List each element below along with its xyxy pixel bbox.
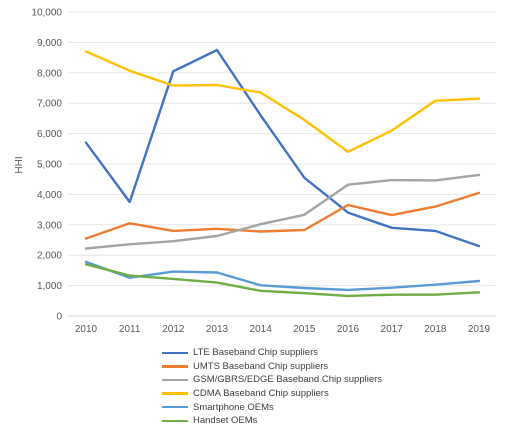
- y-tick-label: 10,000: [31, 8, 62, 19]
- legend-swatch: [162, 351, 188, 355]
- series-line: [84, 260, 481, 292]
- series-line: [84, 50, 481, 154]
- x-tick-label: 2012: [162, 324, 185, 335]
- legend-item: CDMA Baseband Chip suppliers: [162, 387, 382, 401]
- legend-swatch: [162, 405, 188, 409]
- y-axis-tick-labels: 0 1,000 2,000 3,000 4,000 5,000 6,000 7,000 8,00…: [31, 8, 62, 323]
- y-tick-label: 1,000: [37, 281, 62, 292]
- y-tick-label: 7,000: [37, 99, 62, 110]
- legend-swatch: [162, 392, 188, 395]
- legend-label: Handset OEMs: [193, 415, 258, 427]
- gridlines: [68, 11, 496, 317]
- x-tick-label: 2016: [337, 324, 360, 335]
- x-tick-label: 2015: [293, 324, 316, 335]
- x-axis-tick-labels: 2010 2011 2012 2013 2014 2015 2016 2017 2018 2019: [75, 324, 491, 335]
- y-axis-title: HHI: [14, 156, 25, 173]
- series-lines: [84, 48, 481, 298]
- series-line: [84, 263, 481, 298]
- y-tick-label: 4,000: [37, 190, 62, 201]
- legend-item: Smartphone OEMs: [162, 400, 382, 414]
- series-line: [84, 173, 481, 250]
- y-tick-label: 0: [56, 312, 62, 323]
- y-tick-label: 2,000: [37, 251, 62, 262]
- x-tick-label: 2010: [75, 324, 98, 335]
- x-tick-label: 2011: [119, 324, 141, 335]
- y-tick-label: 9,000: [37, 38, 62, 49]
- x-tick-label: 2018: [424, 324, 447, 335]
- legend-item: UMTS Baseband Chip suppliers: [162, 360, 382, 374]
- x-tick-label: 2013: [206, 324, 229, 335]
- legend-item: LTE Baseband Chip suppliers: [162, 346, 382, 360]
- legend-label: GSM/GBRS/EDGE Baseband Chip suppliers: [193, 374, 383, 386]
- y-tick-label: 5,000: [37, 160, 62, 171]
- x-tick-label: 2019: [468, 324, 491, 335]
- series-line: [84, 48, 481, 248]
- legend-item: Handset OEMs: [162, 414, 382, 428]
- legend-label: LTE Baseband Chip suppliers: [193, 347, 318, 359]
- y-tick-label: 6,000: [37, 129, 62, 140]
- y-tick-label: 3,000: [37, 220, 62, 231]
- x-tick-label: 2017: [381, 324, 404, 335]
- legend-swatch: [162, 419, 188, 423]
- legend-label: Smartphone OEMs: [193, 401, 274, 413]
- legend-label: UMTS Baseband Chip suppliers: [193, 360, 329, 372]
- series-line: [84, 191, 481, 240]
- x-tick-label: 2014: [250, 324, 273, 335]
- legend-label: CDMA Baseband Chip suppliers: [193, 388, 329, 400]
- legend-swatch: [162, 365, 188, 368]
- legend-item: GSM/GBRS/EDGE Baseband Chip suppliers: [162, 373, 382, 387]
- y-tick-label: 8,000: [37, 68, 62, 79]
- legend-swatch: [162, 378, 188, 382]
- legend: LTE Baseband Chip suppliers UMTS Baseband…: [162, 346, 382, 428]
